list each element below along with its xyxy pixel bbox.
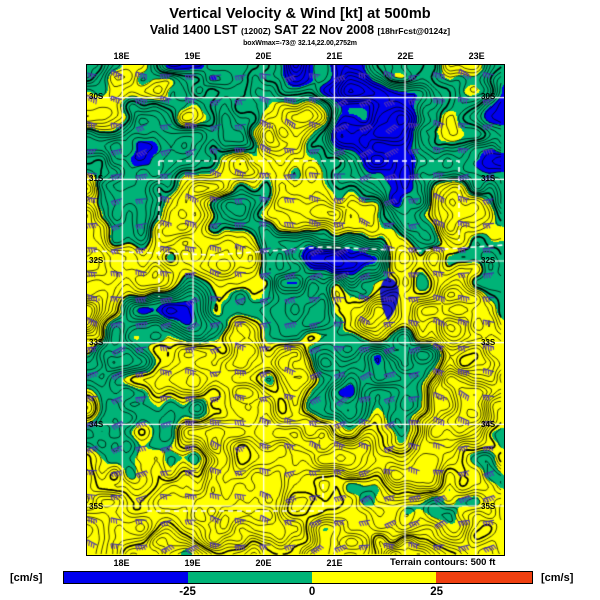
subtitle-forecast: [18hrFcst@0124z] bbox=[377, 26, 451, 36]
y-axis-tick-left-30S: 30S bbox=[89, 91, 104, 101]
subtitle-maxinfo: boxWmax=-73@ 32.14,22.00,2752m bbox=[243, 40, 357, 47]
map-plot bbox=[86, 64, 505, 556]
subtitle-utc: (1200Z) bbox=[240, 26, 271, 36]
y-axis-tick-left-32S: 32S bbox=[89, 255, 104, 265]
y-axis-tick-right-32S: 32S bbox=[481, 255, 496, 265]
colorbar-tick--25: -25 bbox=[179, 586, 196, 598]
x-axis-tick-top-21E: 21E bbox=[326, 51, 343, 61]
y-axis-tick-left-31S: 31S bbox=[89, 173, 104, 183]
y-axis-tick-left-35S: 35S bbox=[89, 501, 104, 511]
colorbar-unit-left: [cm/s] bbox=[10, 572, 43, 584]
colorbar-segment-3 bbox=[436, 572, 532, 583]
subtitle: Valid 1400 LST (1200Z) SAT 22 Nov 2008 [… bbox=[0, 23, 600, 39]
y-axis-tick-left-33S: 33S bbox=[89, 337, 104, 347]
colorbar-tick-0: 0 bbox=[308, 586, 316, 598]
y-axis-tick-left-34S: 34S bbox=[89, 419, 104, 429]
vertical-velocity-field bbox=[87, 65, 504, 555]
colorbar-segment-1 bbox=[188, 572, 313, 583]
y-axis-tick-right-33S: 33S bbox=[481, 337, 496, 347]
title-block: Vertical Velocity & Wind [kt] at 500mb V… bbox=[0, 6, 600, 48]
colorbar-legend: [cm/s] [cm/s] -25 0 25 bbox=[0, 568, 600, 600]
x-axis-tick-top-22E: 22E bbox=[397, 51, 414, 61]
terrain-contour-note: Terrain contours: 500 ft bbox=[390, 557, 496, 568]
x-axis-tick-bottom-20E: 20E bbox=[255, 558, 272, 568]
x-axis-tick-top-20E: 20E bbox=[255, 51, 272, 61]
x-axis-tick-bottom-21E: 21E bbox=[326, 558, 343, 568]
subtitle-date: SAT 22 Nov 2008 bbox=[274, 23, 375, 37]
x-axis-tick-bottom-19E: 19E bbox=[184, 558, 201, 568]
colorbar-segment-2 bbox=[312, 572, 437, 583]
y-axis-tick-right-30S: 30S bbox=[481, 91, 496, 101]
x-axis-tick-top-18E: 18E bbox=[113, 51, 130, 61]
colorbar-segment-0 bbox=[64, 572, 189, 583]
y-axis-tick-right-35S: 35S bbox=[481, 501, 496, 511]
colorbar-strip bbox=[63, 571, 533, 584]
colorbar-tick-25: 25 bbox=[430, 586, 444, 598]
page-title: Vertical Velocity & Wind [kt] at 500mb bbox=[169, 6, 431, 22]
colorbar-unit-right: [cm/s] bbox=[541, 572, 574, 584]
x-axis-tick-top-23E: 23E bbox=[468, 51, 485, 61]
x-axis-tick-bottom-18E: 18E bbox=[113, 558, 130, 568]
subtitle-time: Valid 1400 LST bbox=[149, 23, 238, 37]
y-axis-tick-right-34S: 34S bbox=[481, 419, 496, 429]
y-axis-tick-right-31S: 31S bbox=[481, 173, 496, 183]
x-axis-tick-top-19E: 19E bbox=[184, 51, 201, 61]
